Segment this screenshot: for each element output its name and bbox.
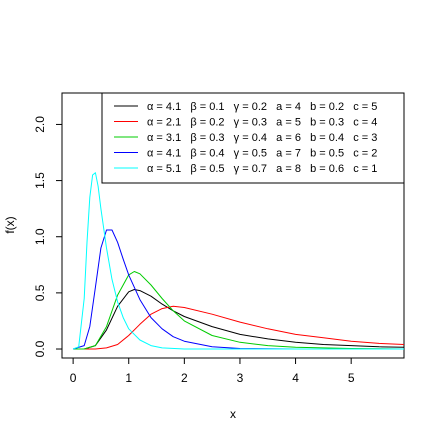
legend-label-1: α = 4.1 β = 0.1 γ = 0.2 a = 4 b = 0.2 c …: [147, 101, 377, 113]
x-tick-label: 1: [125, 371, 132, 385]
y-tick-label: 2.0: [33, 116, 47, 133]
x-tick-label: 3: [237, 371, 244, 385]
series-layer: [72, 172, 404, 350]
series-line-3: [73, 271, 404, 350]
legend-label-3: α = 3.1 β = 0.3 γ = 0.4 a = 6 b = 0.4 c …: [147, 132, 377, 144]
legend: α = 4.1 β = 0.1 γ = 0.2 a = 4 b = 0.2 c …: [101, 92, 405, 184]
y-tick-label: 1.5: [33, 172, 47, 189]
x-axis: 0 1 2 3 4 5: [70, 358, 355, 385]
x-tick-label: 4: [292, 371, 299, 385]
y-tick-label: 0.5: [33, 284, 47, 301]
x-tick-label: 2: [181, 371, 188, 385]
legend-label-5: α = 5.1 β = 0.5 γ = 0.7 a = 8 b = 0.6 c …: [147, 163, 377, 175]
y-tick-label: 1.0: [33, 228, 47, 245]
series-line-2: [73, 305, 404, 350]
y-axis: 0.0 0.5 1.0 1.5 2.0: [33, 116, 62, 357]
x-axis-title: x: [230, 407, 236, 421]
legend-label-2: α = 2.1 β = 0.2 γ = 0.3 a = 5 b = 0.3 c …: [147, 117, 377, 129]
series-line-5: [72, 172, 404, 350]
series-line-4: [72, 229, 404, 350]
x-tick-label: 0: [70, 371, 77, 385]
legend-box: [101, 92, 405, 184]
legend-label-4: α = 4.1 β = 0.4 γ = 0.5 a = 7 b = 0.5 c …: [147, 148, 377, 160]
y-axis-title: f(x): [3, 216, 17, 233]
x-tick-label: 5: [348, 371, 355, 385]
y-tick-label: 0.0: [33, 340, 47, 357]
